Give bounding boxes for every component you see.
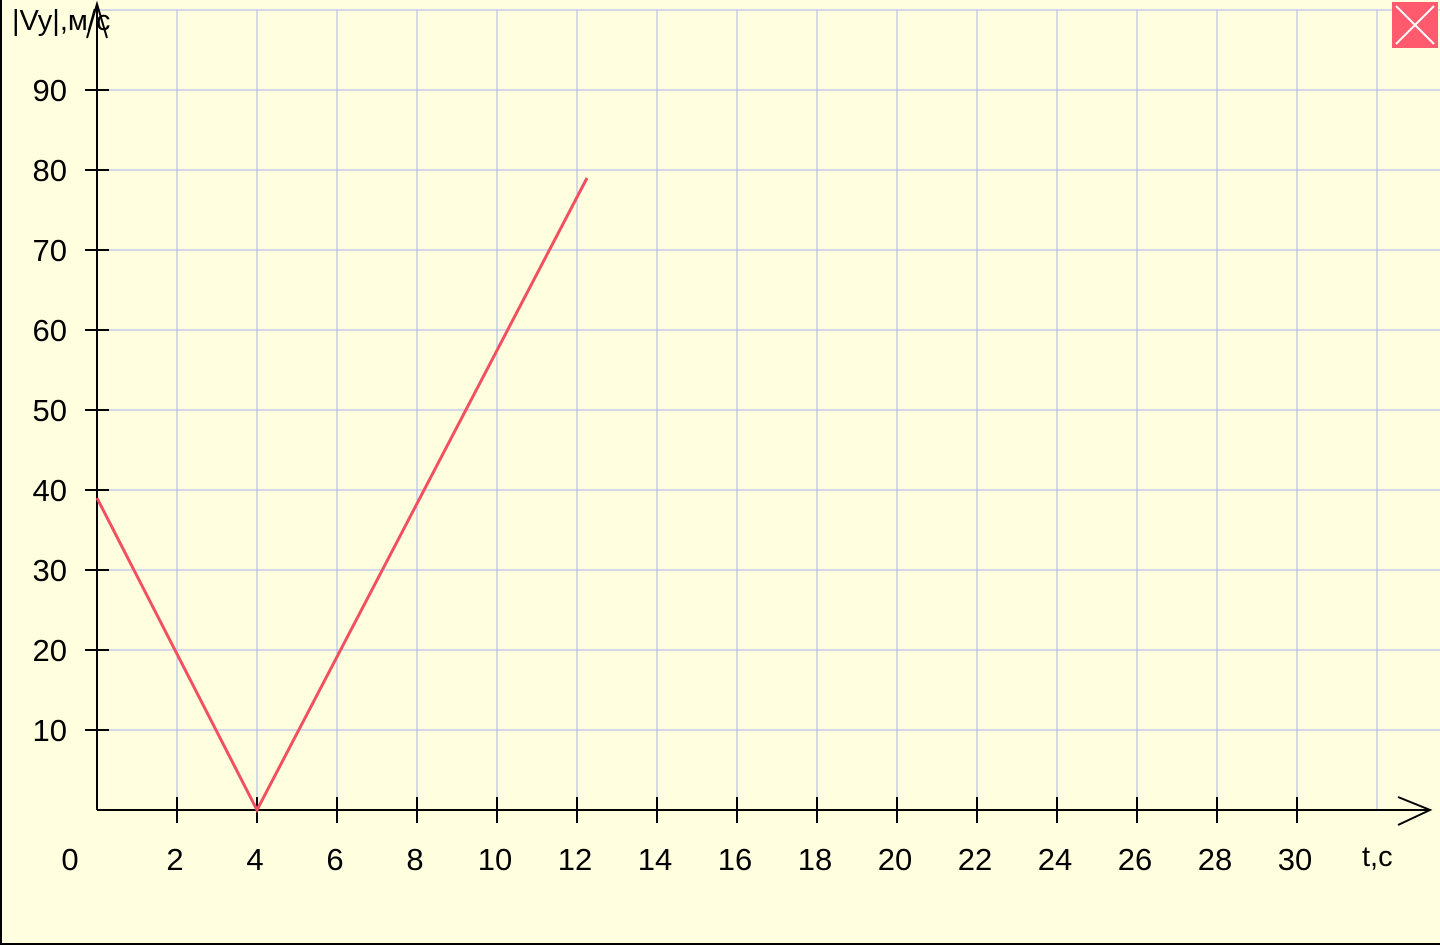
y-axis-arrow (86, 0, 108, 39)
y-axis-title: |Vy|,м/с (12, 5, 110, 37)
y-tick-label: 40 (33, 473, 67, 508)
y-tick-label: 10 (33, 713, 67, 748)
x-tick-label: 14 (638, 842, 672, 877)
x-tick-label: 28 (1198, 842, 1232, 877)
x-tick-label: 0 (61, 842, 78, 877)
x-tick-label: 12 (558, 842, 592, 877)
series-line (95, 177, 589, 814)
x-tick-label: 18 (798, 842, 832, 877)
x-tick-label: 4 (246, 842, 263, 877)
y-tick-label: 80 (33, 153, 67, 188)
series-group (95, 177, 589, 814)
y-tick-label: 90 (33, 73, 67, 108)
x-tick-label: 10 (478, 842, 512, 877)
close-button[interactable] (1392, 2, 1438, 48)
x-tick-label: 30 (1278, 842, 1312, 877)
x-axis-title: t,c (1362, 841, 1393, 873)
y-tick-label: 70 (33, 233, 67, 268)
y-tick-label: 60 (33, 313, 67, 348)
x-tick-label: 22 (958, 842, 992, 877)
x-axis-arrow (1397, 796, 1433, 826)
y-axis-ticks: 10 20 30 40 50 60 70 80 90 (33, 73, 109, 748)
y-tick-label: 20 (33, 633, 67, 668)
x-tick-label: 24 (1038, 842, 1072, 877)
x-tick-label: 26 (1118, 842, 1152, 877)
x-tick-label: 2 (166, 842, 183, 877)
x-axis-ticks: 0 2 4 6 8 10 12 14 16 18 20 22 24 26 28 30 (61, 797, 1312, 877)
x-tick-label: 16 (718, 842, 752, 877)
grid (97, 9, 1440, 810)
x-tick-label: 20 (878, 842, 912, 877)
x-tick-label: 8 (406, 842, 423, 877)
y-tick-label: 50 (33, 393, 67, 428)
x-tick-label: 6 (326, 842, 343, 877)
close-icon (1395, 5, 1435, 45)
axes (86, 0, 1433, 826)
y-tick-label: 30 (33, 553, 67, 588)
